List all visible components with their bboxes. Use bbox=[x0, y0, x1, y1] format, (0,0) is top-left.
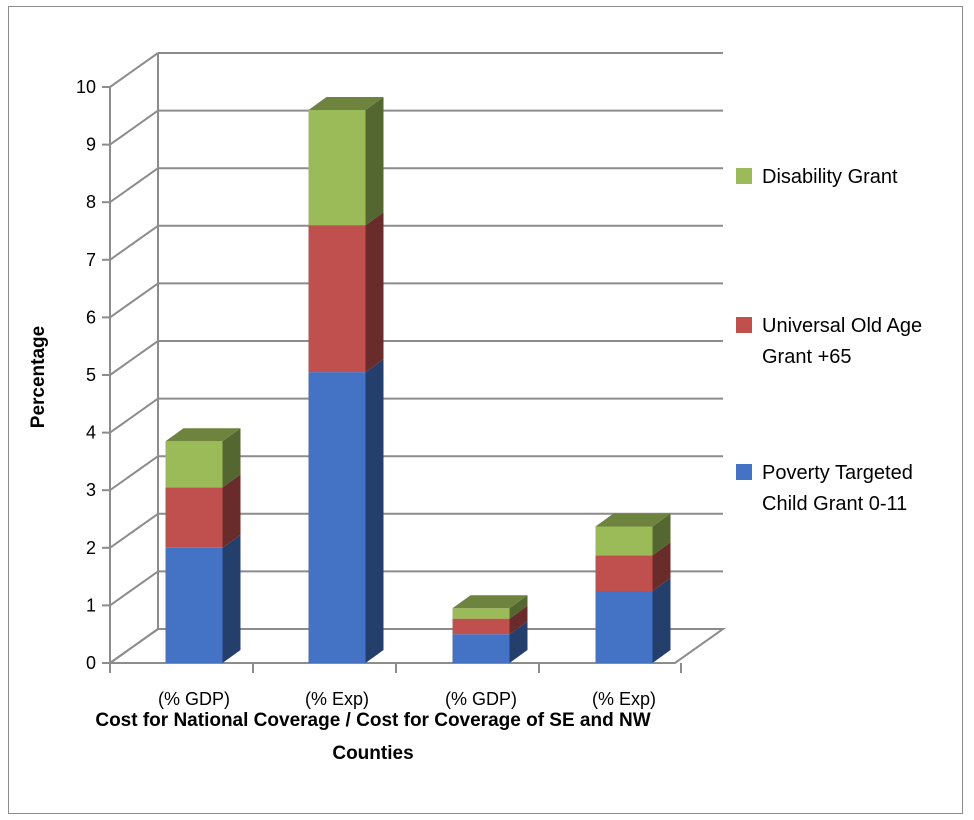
bar-side bbox=[652, 513, 671, 556]
x-axis-categories: (% GDP) (% Exp) (% GDP) (% Exp) bbox=[109, 663, 682, 709]
bar-front bbox=[452, 608, 510, 619]
legend-label: Disability Grant bbox=[762, 166, 898, 188]
bar-side bbox=[222, 474, 241, 548]
bar-segment bbox=[165, 534, 241, 663]
bar-segment bbox=[452, 621, 528, 663]
x-axis-title-line-1: Cost for National Coverage / Cost for Co… bbox=[95, 710, 650, 731]
bar-front bbox=[308, 110, 366, 226]
bar-segment bbox=[595, 578, 671, 663]
bar-side bbox=[652, 578, 671, 663]
gridline-diag bbox=[109, 340, 159, 376]
gridline-diag bbox=[109, 455, 159, 492]
bar-front bbox=[595, 526, 653, 556]
legend-label: Child Grant 0-11 bbox=[762, 493, 907, 515]
bar-front bbox=[308, 372, 366, 663]
x-category-label: (% GDP) bbox=[445, 689, 517, 709]
legend-label: Poverty Targeted bbox=[762, 462, 913, 484]
y-tick-label: 8 bbox=[86, 192, 96, 212]
gridline-diag bbox=[109, 282, 159, 319]
y-axis-title: Percentage bbox=[28, 326, 49, 428]
x-axis-title-line-2: Counties bbox=[332, 743, 413, 764]
bar-segment bbox=[308, 97, 384, 226]
bar-front bbox=[165, 547, 223, 663]
bar-front bbox=[308, 225, 366, 373]
y-tick-label: 6 bbox=[86, 307, 96, 327]
bar-side bbox=[509, 595, 528, 619]
gridline-diag bbox=[109, 109, 159, 146]
gridline-diag bbox=[109, 397, 159, 434]
bar-segment bbox=[452, 605, 528, 635]
bar-top bbox=[595, 513, 671, 527]
bar-side bbox=[509, 605, 528, 635]
bar-front bbox=[165, 441, 223, 488]
legend-item: Disability Grant bbox=[736, 166, 898, 188]
x-category-label: (% GDP) bbox=[158, 689, 230, 709]
y-tick-label: 5 bbox=[86, 365, 96, 385]
gridline-diag bbox=[109, 570, 159, 607]
y-tick-label: 7 bbox=[86, 250, 96, 270]
gridline-diag bbox=[109, 512, 159, 549]
bar-side bbox=[365, 359, 384, 663]
bars bbox=[165, 97, 671, 663]
legend-label: Grant +65 bbox=[762, 346, 852, 368]
bar-top bbox=[452, 595, 528, 609]
bar-front bbox=[452, 618, 510, 635]
bar-segment bbox=[308, 359, 384, 663]
bar-segment bbox=[595, 542, 671, 591]
y-tick-label: 3 bbox=[86, 480, 96, 500]
bar-top bbox=[165, 428, 241, 442]
bar-side bbox=[652, 542, 671, 591]
gridline-diag bbox=[109, 224, 159, 261]
y-tick-label: 1 bbox=[86, 595, 96, 615]
y-tick-label: 4 bbox=[86, 423, 96, 443]
legend: Disability Grant Universal Old Age Grant +… bbox=[736, 166, 922, 515]
bar-side bbox=[365, 97, 384, 226]
bar-front bbox=[595, 555, 653, 591]
chart-frame bbox=[8, 6, 963, 814]
y-axis-ticks: 0 1 2 3 4 5 6 7 8 9 10 bbox=[76, 77, 110, 673]
legend-swatch bbox=[736, 464, 752, 480]
y-tick-label: 0 bbox=[86, 653, 96, 673]
bar-segment bbox=[165, 428, 241, 488]
y-tick-label: 10 bbox=[76, 77, 96, 97]
bar-side bbox=[365, 212, 384, 373]
y-tick-label: 2 bbox=[86, 538, 96, 558]
legend-item: Universal Old Age Grant +65 bbox=[736, 315, 922, 368]
gridline-diag bbox=[109, 52, 159, 88]
legend-swatch bbox=[736, 168, 752, 184]
gridline-diag bbox=[109, 628, 159, 664]
bar-segment bbox=[165, 474, 241, 548]
bar-segment bbox=[595, 513, 671, 556]
legend-item: Poverty Targeted Child Grant 0-11 bbox=[736, 462, 913, 515]
bar-top bbox=[308, 97, 384, 111]
gridline-diag bbox=[109, 167, 159, 204]
bar-segment bbox=[452, 595, 528, 619]
legend-label: Universal Old Age bbox=[762, 315, 922, 337]
bar-side bbox=[509, 621, 528, 663]
y-tick-label: 9 bbox=[86, 135, 96, 155]
x-category-label: (% Exp) bbox=[305, 689, 369, 709]
legend-swatch bbox=[736, 317, 752, 333]
bar-front bbox=[165, 487, 223, 548]
bar-segment bbox=[308, 212, 384, 373]
bar-front bbox=[595, 591, 653, 663]
bar-side bbox=[222, 428, 241, 488]
bar-side bbox=[222, 534, 241, 663]
x-category-label: (% Exp) bbox=[592, 689, 656, 709]
bar-front bbox=[452, 634, 510, 663]
